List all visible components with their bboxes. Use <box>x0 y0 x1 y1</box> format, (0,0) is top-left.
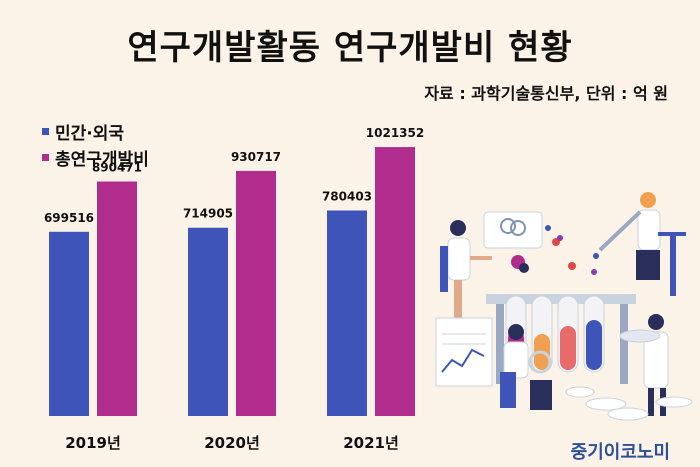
data-label-private-foreign-3: 780403 <box>322 189 372 203</box>
bar-private-foreign-2 <box>188 227 228 416</box>
bar-total-3 <box>375 147 415 416</box>
bar-private-foreign-3 <box>327 210 367 416</box>
bar-private-foreign-1 <box>49 231 89 416</box>
data-label-private-foreign-2: 714905 <box>183 207 233 221</box>
legend-label-private-foreign: 민간·외국 <box>55 123 125 144</box>
legend: 민간·외국 총연구개발비 <box>42 118 149 170</box>
x-tick-label-2: 2020년 <box>204 434 260 452</box>
data-label-total-3: 1021352 <box>366 126 424 140</box>
bar-total-1 <box>97 181 137 416</box>
brand-logo: 중기이코노미 <box>570 442 670 463</box>
legend-swatch-private-foreign <box>42 127 49 135</box>
source-note: 자료 : 과학기술통신부, 단위 : 억 원 <box>424 84 668 103</box>
bar-total-2 <box>236 170 276 416</box>
chart-title: 연구개발활동 연구개발비 현황 <box>127 28 573 68</box>
data-label-total-2: 930717 <box>231 150 281 164</box>
x-tick-label-1: 2019년 <box>65 434 121 452</box>
legend-item-private-foreign: 민간·외국 <box>42 118 149 144</box>
data-label-total-1: 890471 <box>92 161 142 175</box>
lab-illustration <box>435 192 693 421</box>
x-tick-label-3: 2021년 <box>343 434 399 452</box>
legend-item-total: 총연구개발비 <box>42 144 149 170</box>
data-label-private-foreign-1: 699516 <box>44 211 94 225</box>
legend-label-total: 총연구개발비 <box>55 149 149 170</box>
legend-swatch-total <box>42 153 49 161</box>
